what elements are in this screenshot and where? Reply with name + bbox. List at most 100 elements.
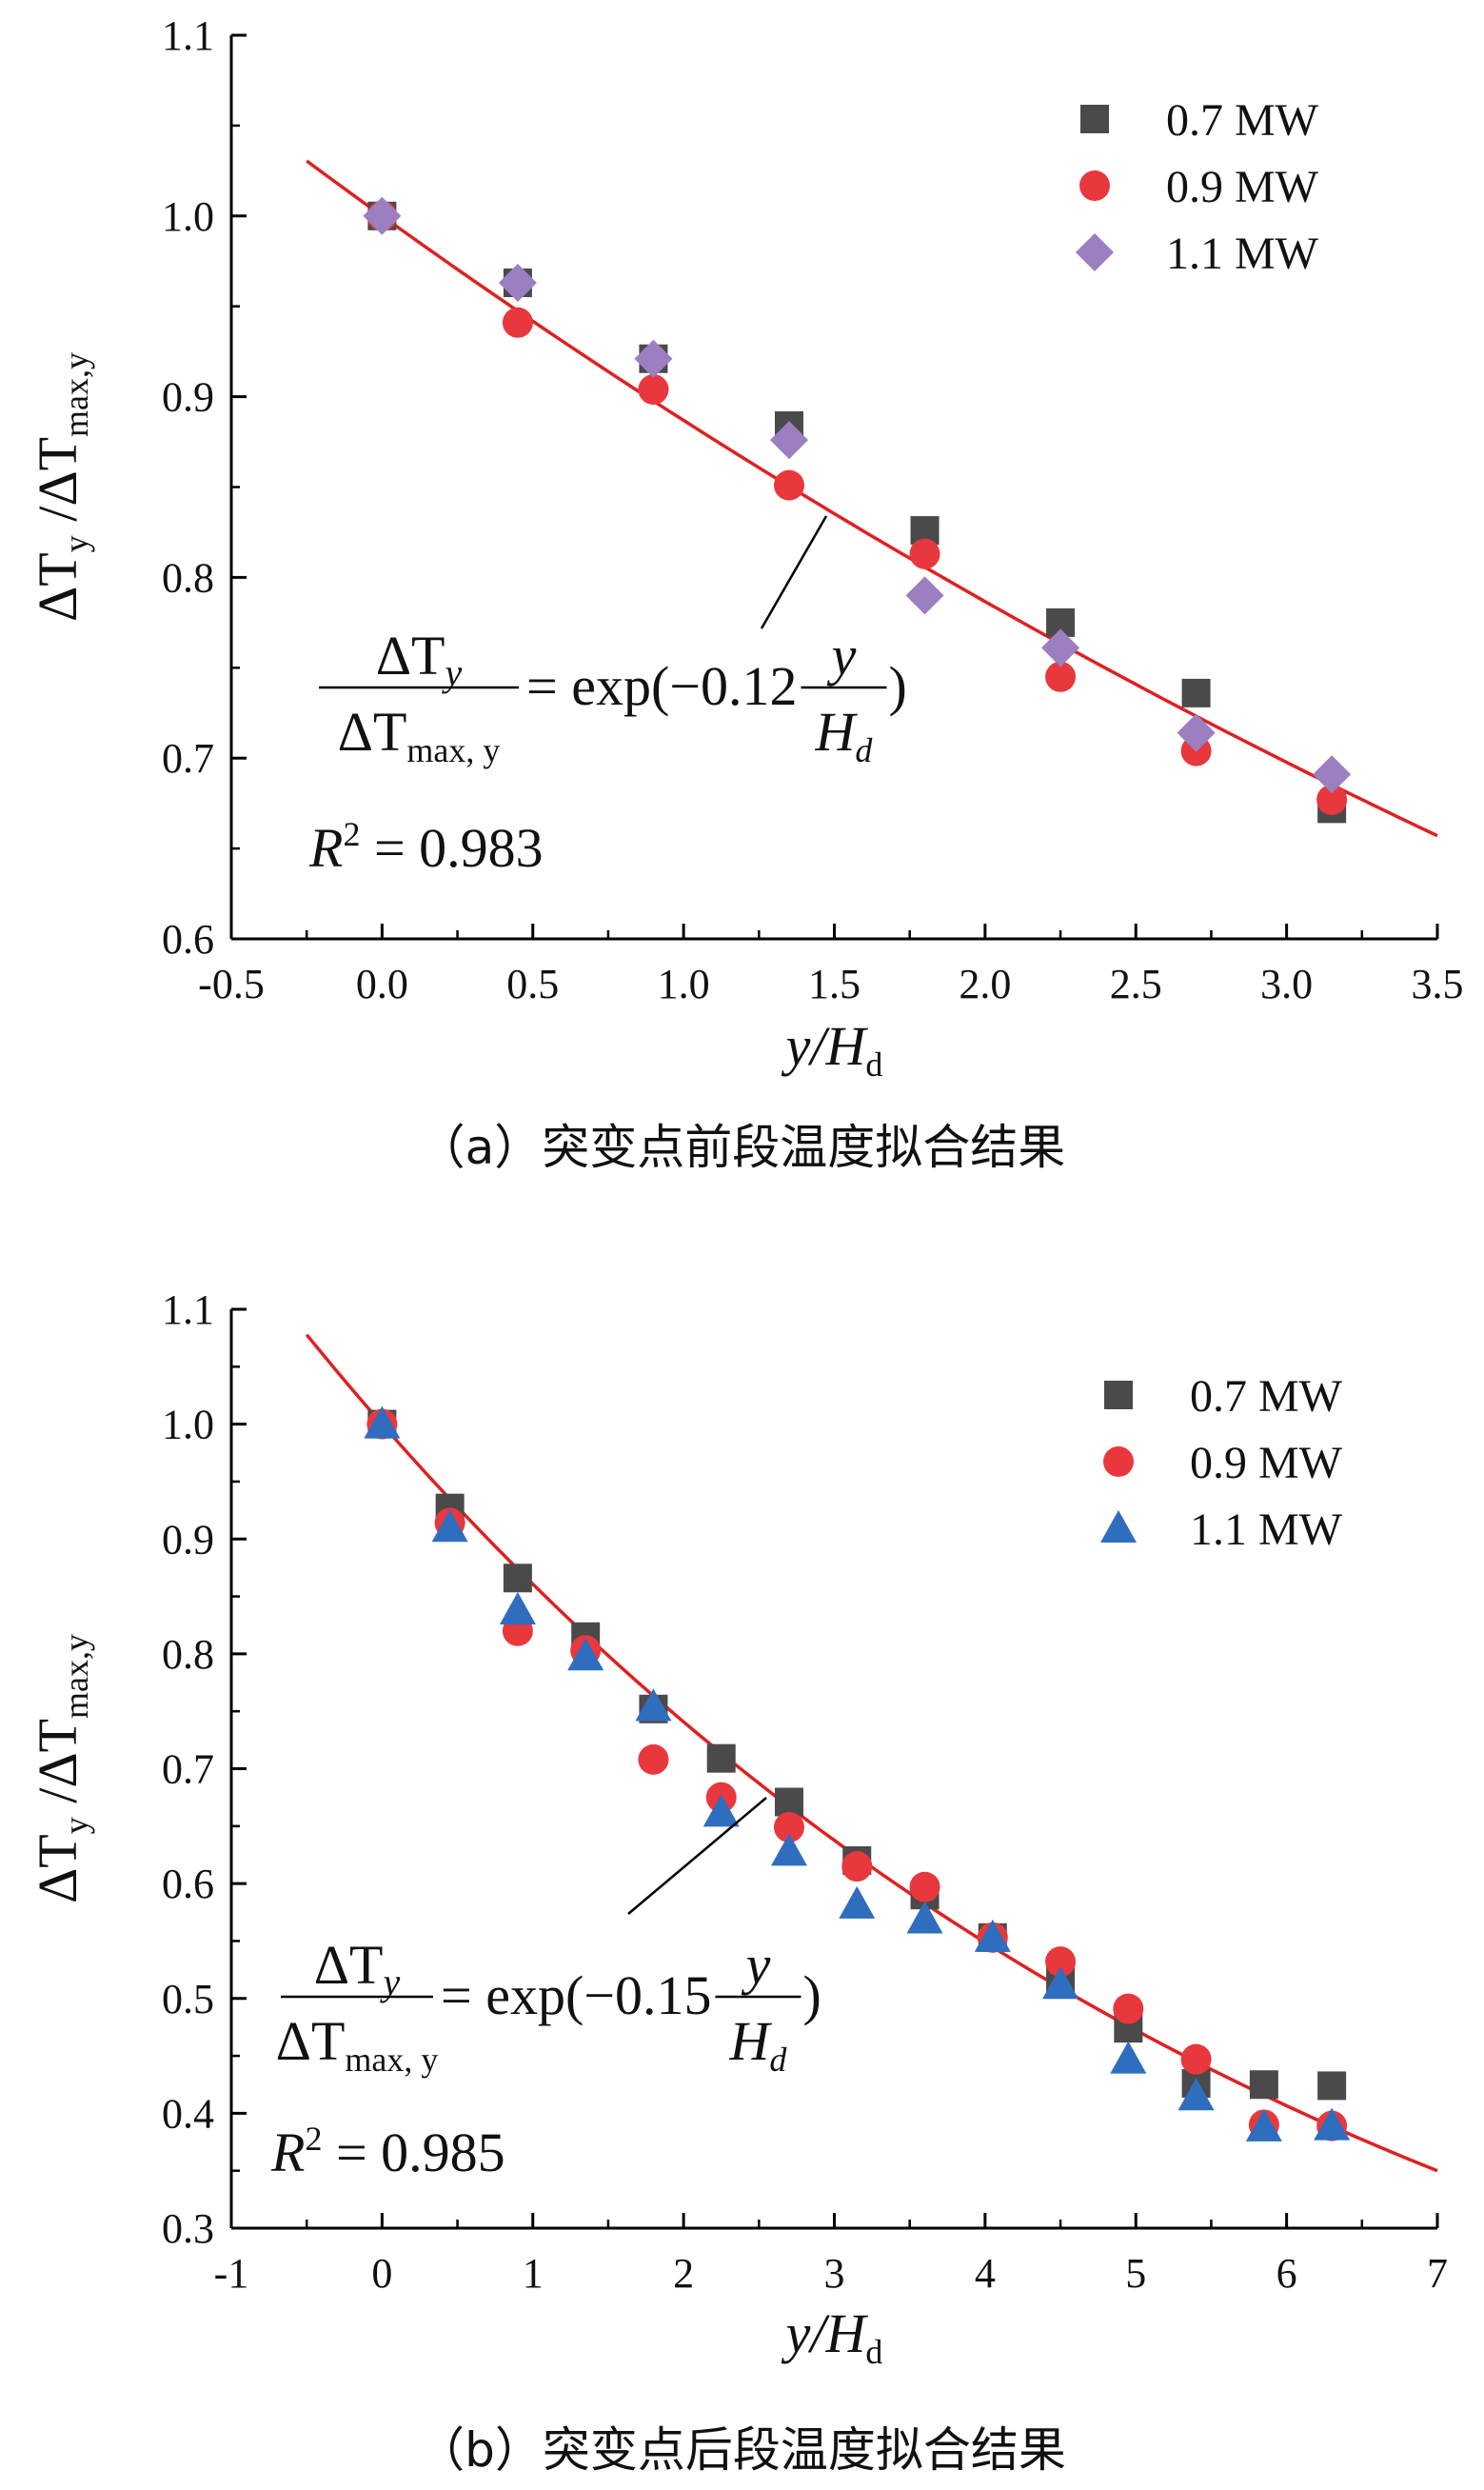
y-axis-label-mid: /ΔT xyxy=(27,437,89,535)
equation-den-main: ΔT xyxy=(338,701,407,763)
x-tick-label: -1 xyxy=(214,2250,249,2297)
legend-label: 1.1 MW xyxy=(1166,229,1319,279)
data-point xyxy=(1113,1993,1144,2024)
equation-rhs-close: ) xyxy=(888,655,906,717)
equation-den-sub: max, y xyxy=(406,731,500,769)
y-tick-label: 0.5 xyxy=(162,1976,214,2022)
data-point xyxy=(1045,1946,1077,1978)
r-squared-label: R xyxy=(308,817,343,879)
x-axis-label: y/Hd xyxy=(782,2302,883,2371)
y-tick-label: 0.8 xyxy=(162,554,214,601)
chart-caption: （a）突变点前段温度拟合结果 xyxy=(418,1120,1066,1175)
equation-num-main: ΔT xyxy=(376,625,445,687)
equation-rhs-denominator: Hd xyxy=(815,701,874,769)
legend-marker xyxy=(1104,1381,1133,1409)
data-point xyxy=(499,1592,536,1625)
y-tick-label: 1.1 xyxy=(162,1286,214,1333)
legend-label: 1.1 MW xyxy=(1190,1504,1343,1555)
y-axis-label: ΔTy /ΔTmax,y xyxy=(27,352,95,622)
y-axis-label-main: ΔT xyxy=(27,552,89,622)
data-point xyxy=(1181,678,1211,707)
r-squared: R2 = 0.985 xyxy=(270,2120,505,2183)
x-tick-label: 4 xyxy=(975,2250,996,2297)
equation-rhs: = exp(−0.12 xyxy=(526,655,797,717)
data-point xyxy=(1042,1966,1079,2000)
annotation-leader-line xyxy=(760,515,828,629)
data-point xyxy=(638,374,669,406)
x-tick-label: 2.0 xyxy=(959,961,1011,1007)
data-point xyxy=(638,1743,669,1775)
data-point xyxy=(839,1885,876,1919)
chart-panel-b: -1 0 1 2 3 4 5 6 7 0.3 0.4 0.5 0.6 0.7 0.8 0.9 1.0 1.1 y/H… xyxy=(27,1286,1448,2478)
data-point xyxy=(773,1812,804,1843)
x-tick-label: 6 xyxy=(1276,2250,1297,2297)
data-point xyxy=(567,1638,604,1671)
legend-marker xyxy=(1076,233,1114,271)
data-point xyxy=(364,1405,401,1439)
data-point xyxy=(634,339,673,378)
x-tick-label: 1.5 xyxy=(808,961,861,1007)
x-axis-label: y/Hd xyxy=(782,1015,883,1084)
equation-rhs-den-sub: d xyxy=(769,2041,787,2079)
x-tick-label: 2.5 xyxy=(1110,961,1162,1007)
x-tick-label: 0.0 xyxy=(356,961,408,1007)
x-axis-label-sub: d xyxy=(865,1046,882,1084)
data-point xyxy=(502,307,533,338)
equation-numerator: ΔTy xyxy=(376,625,463,694)
y-tick-label: 1.1 xyxy=(162,12,214,59)
equation-rhs-den-main: H xyxy=(729,2010,773,2072)
equation-rhs-den-sub: d xyxy=(855,731,873,769)
data-point xyxy=(706,1743,736,1773)
r-squared-value: = 0.985 xyxy=(322,2121,505,2183)
data-point xyxy=(1045,661,1077,692)
equation-den-main: ΔT xyxy=(276,2010,346,2072)
y-axis-label-sub2: max,y xyxy=(57,1634,95,1719)
data-point xyxy=(906,1901,943,1934)
data-point xyxy=(1180,2043,1212,2075)
y-axis-label-sub1: y xyxy=(57,1817,95,1834)
legend-marker xyxy=(1080,105,1109,133)
legend-marker xyxy=(1103,1446,1134,1477)
x-axis-label-main: y/H xyxy=(782,1015,869,1077)
equation-num-sub: y xyxy=(441,651,462,694)
legend-label: 0.9 MW xyxy=(1166,162,1319,212)
data-point xyxy=(909,538,940,569)
x-tick-label: 2 xyxy=(673,2250,694,2297)
equation-rhs-den-main: H xyxy=(815,701,859,763)
y-tick-label: 0.4 xyxy=(162,2090,214,2137)
y-axis-label-mid: /ΔT xyxy=(27,1719,89,1817)
equation-num-main: ΔT xyxy=(314,1934,384,1996)
data-point xyxy=(1313,755,1352,794)
legend-marker xyxy=(1100,1510,1137,1543)
r-squared-value: = 0.983 xyxy=(360,817,543,879)
equation-rhs-close: ) xyxy=(802,1964,821,2026)
x-tick-label: 0 xyxy=(371,2250,392,2297)
x-tick-label: 3 xyxy=(824,2250,845,2297)
data-point xyxy=(1110,2041,1147,2074)
data-point xyxy=(1245,2108,1282,2141)
data-point xyxy=(1249,2070,1278,2100)
y-tick-label: 0.8 xyxy=(162,1631,214,1678)
equation-rhs-numerator: y xyxy=(827,625,857,687)
x-tick-label: 3.0 xyxy=(1260,961,1313,1007)
data-point xyxy=(769,421,808,460)
equation-rhs: = exp(−0.15 xyxy=(441,1964,711,2026)
legend-label: 0.7 MW xyxy=(1166,95,1319,146)
y-axis-label: ΔTy /ΔTmax,y xyxy=(27,1634,95,1903)
data-point xyxy=(1316,784,1348,815)
series-1.1-mw xyxy=(364,1405,1351,2141)
legend-label: 0.7 MW xyxy=(1190,1371,1343,1422)
chart-panel-a: -0.5 0.0 0.5 1.0 1.5 2.0 2.5 3.0 3.5 0.6 0.7 0.8 0.9… xyxy=(27,12,1464,1175)
equation-denominator: ΔTmax, y xyxy=(338,701,501,769)
y-axis-label-sub1: y xyxy=(57,535,95,552)
y-axis-label-sub2: max,y xyxy=(57,352,95,437)
data-point xyxy=(1314,2107,1351,2141)
fit-curve xyxy=(306,159,1438,838)
x-tick-label: 1 xyxy=(523,2250,544,2297)
data-point xyxy=(635,1688,672,1722)
x-tick-label: 7 xyxy=(1427,2250,1448,2297)
equation-denominator: ΔTmax, y xyxy=(276,2010,439,2079)
